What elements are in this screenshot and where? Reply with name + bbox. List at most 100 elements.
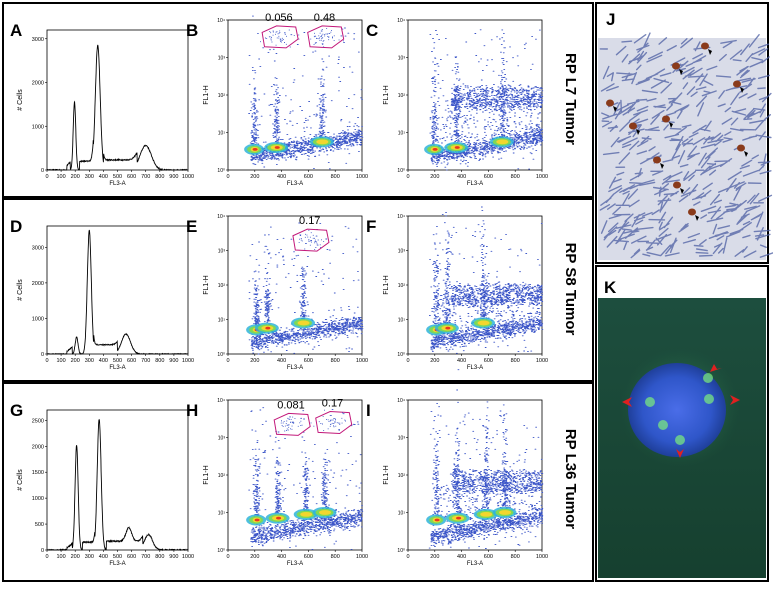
arrowhead-icon (680, 188, 684, 194)
population-density-inner (318, 510, 331, 515)
event-cloud (426, 206, 544, 354)
x-tick-label: 1000 (182, 174, 194, 180)
x-tick-label: 300 (85, 554, 94, 560)
fish-signal (675, 435, 685, 445)
panel-letter: B (186, 21, 198, 40)
x-tick-label: 0 (406, 358, 409, 364)
stained-nucleus (672, 62, 680, 70)
histogram-D: D 0 100 200 300 400 500 600 700 800 900 1000 0 1000 20… (10, 217, 194, 371)
dotplot-H: H 0 200 400 600 800 1000 10⁰ 10¹ 10² 10³ 10⁴ FL3-A FL… (186, 398, 368, 568)
x-tick-label: 1000 (536, 358, 548, 364)
x-tick-label: 800 (331, 554, 340, 560)
y-tick-label: 10² (218, 93, 226, 99)
x-tick-label: 0 (226, 554, 229, 560)
y-tick-label: 10² (218, 283, 226, 289)
x-tick-label: 600 (484, 358, 493, 364)
y-axis-label: FL1-H (383, 465, 390, 484)
x-tick-label: 700 (141, 554, 150, 560)
x-tick-label: 1000 (182, 358, 194, 364)
population-density-inner (480, 511, 493, 517)
dotplot-I: I 0 200 400 600 800 1000 10⁰ 10¹ 10² 10³ 10⁴ FL3-A FL… (366, 369, 548, 567)
row-frame-3 (2, 382, 594, 582)
x-tick-label: 400 (457, 554, 466, 560)
stained-nucleus (653, 156, 661, 164)
x-tick-label: 900 (169, 174, 178, 180)
y-tick-label: 10³ (218, 56, 226, 62)
y-axis-label: FL1-H (383, 275, 390, 294)
x-tick-label: 200 (71, 554, 80, 560)
gate-percentage: 0.056 (265, 12, 293, 24)
row-frame-2 (2, 198, 594, 382)
y-axis-label: FL1-H (383, 85, 390, 104)
histogram-curve (46, 44, 189, 172)
gated-events (298, 230, 325, 251)
y-axis-label: FL1-H (203, 85, 210, 104)
x-tick-label: 0 (226, 174, 229, 180)
red-arrowhead-icon (622, 397, 632, 407)
gated-events (260, 29, 300, 48)
population-density-peak (445, 326, 451, 330)
population-density-inner (297, 320, 310, 326)
arrowhead-icon (636, 129, 640, 135)
y-tick-label: 10³ (398, 56, 406, 62)
gate-polygon (261, 25, 299, 49)
x-tick-label: 0 (45, 358, 48, 364)
y-tick-label: 0 (41, 352, 44, 358)
y-axis-label: # Cells (17, 89, 24, 111)
x-tick-label: 800 (511, 174, 520, 180)
x-axis-label: FL3-A (109, 561, 125, 567)
x-tick-label: 1000 (356, 358, 368, 364)
gated-events (310, 27, 344, 48)
x-axis-label: FL3-A (287, 365, 303, 371)
histogram-G: G 0 100 200 300 400 500 600 700 800 900 1000 0 500 100… (10, 401, 194, 567)
gate-polygon (292, 228, 330, 252)
x-axis-label: FL3-A (287, 561, 303, 567)
population-density-peak (276, 516, 282, 520)
y-tick-label: 10¹ (218, 511, 226, 517)
scatter-events (428, 369, 544, 549)
y-tick-label: 10³ (218, 436, 226, 442)
gate-0: 0.081 (273, 399, 312, 436)
plot-frame (407, 399, 543, 551)
gate-0: 0.056 (260, 12, 300, 49)
x-tick-label: 400 (457, 358, 466, 364)
fish-signal (703, 373, 713, 383)
x-tick-label: 200 (430, 358, 439, 364)
gate-polygon (307, 25, 345, 49)
micrograph-k (598, 298, 766, 578)
x-tick-label: 0 (226, 358, 229, 364)
gate-percentage: 0.081 (277, 399, 305, 411)
population-density-peak (254, 518, 260, 522)
population-density-inner (498, 510, 511, 515)
x-tick-label: 500 (113, 554, 122, 560)
row-label: RP L7 Tumor (562, 53, 579, 145)
plot-frame (46, 225, 189, 355)
arrowhead-icon (744, 151, 748, 157)
x-axis-label: FL3-A (467, 561, 483, 567)
panel-letter: F (366, 217, 376, 236)
arrowhead-icon (695, 215, 699, 221)
y-tick-label: 0 (41, 548, 44, 554)
x-tick-label: 900 (169, 358, 178, 364)
plot-frame (46, 29, 189, 171)
x-tick-label: 900 (169, 554, 178, 560)
x-axis-label: FL3-A (287, 181, 303, 187)
x-tick-label: 800 (155, 554, 164, 560)
y-tick-label: 10¹ (398, 318, 406, 324)
x-tick-label: 300 (85, 174, 94, 180)
x-tick-label: 100 (57, 554, 66, 560)
x-tick-label: 200 (250, 358, 259, 364)
panel-letter: J (606, 10, 615, 29)
gate-1: 0.17 (313, 398, 353, 435)
event-cloud (246, 407, 364, 550)
y-tick-label: 10⁰ (217, 352, 225, 358)
y-tick-label: 3000 (32, 245, 44, 251)
y-tick-label: 0 (41, 168, 44, 174)
arrowhead-icon (679, 69, 683, 75)
population-density-inner (477, 320, 490, 326)
x-tick-label: 600 (304, 358, 313, 364)
event-cloud (246, 222, 364, 355)
dotplot-B: B 0 200 400 600 800 1000 10⁰ 10¹ 10² 10³ 10⁴ FL3-A FL… (186, 12, 368, 187)
x-tick-label: 400 (277, 554, 286, 560)
